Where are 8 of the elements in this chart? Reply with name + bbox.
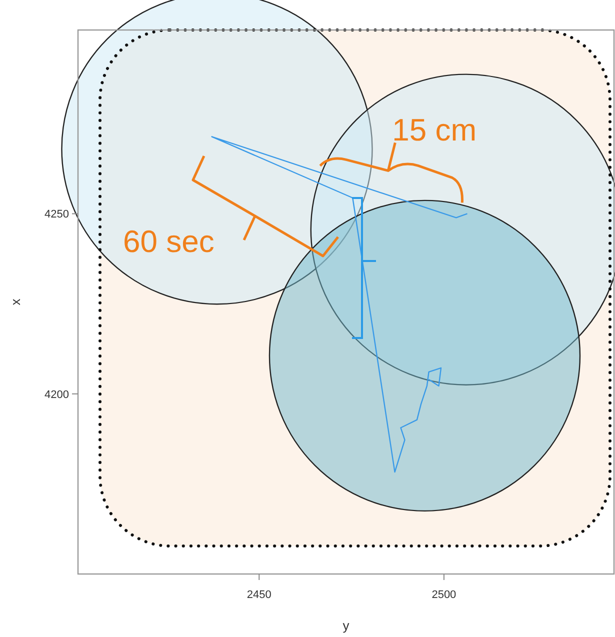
x-axis-title: y [342,618,350,633]
y-tick-label: 4200 [44,388,69,401]
annotation: 60 sec [123,224,214,259]
annotation: 15 cm [392,112,477,148]
x-tick-label: 2500 [432,589,456,601]
y-axis-title: x [8,298,23,306]
y-tick-label: 4250 [44,208,69,221]
x-tick-label: 2450 [246,589,272,601]
